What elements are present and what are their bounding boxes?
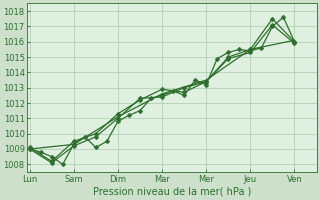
X-axis label: Pression niveau de la mer( hPa ): Pression niveau de la mer( hPa ) [93,187,251,197]
